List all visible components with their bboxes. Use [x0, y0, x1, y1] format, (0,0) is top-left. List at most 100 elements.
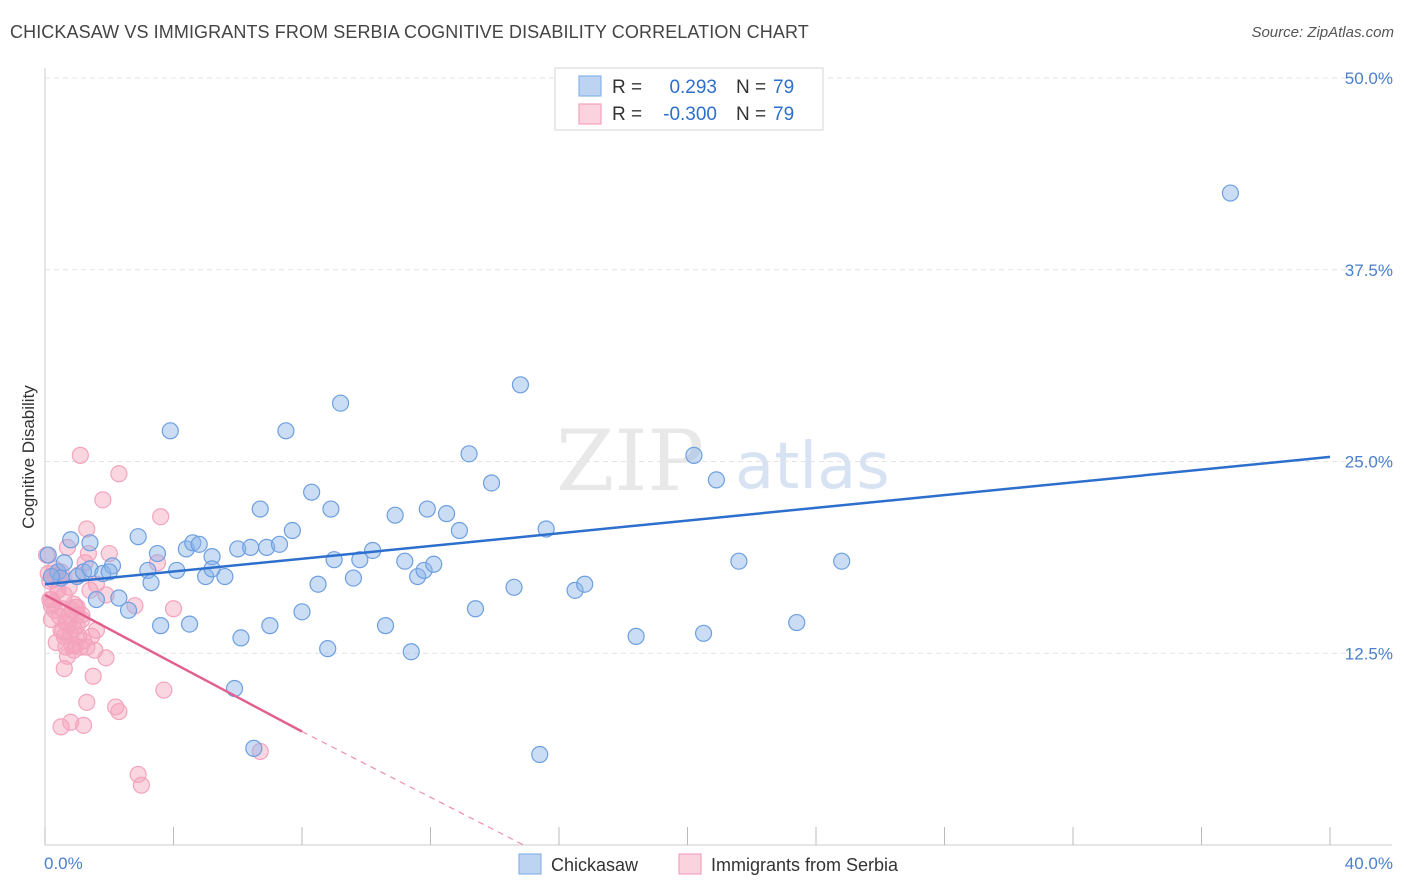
- chickasaw-point: [229, 540, 247, 558]
- chickasaw-point: [303, 483, 321, 501]
- chickasaw-point: [322, 500, 340, 518]
- serbia-point: [66, 636, 85, 655]
- chickasaw-point: [319, 640, 337, 658]
- chickasaw-point: [293, 603, 311, 621]
- chickasaw-point: [415, 561, 433, 580]
- legend-swatch-serbia: [578, 103, 602, 125]
- y-tick-label: 37.5%: [1345, 261, 1393, 280]
- chickasaw-trend-line: [44, 455, 1331, 586]
- bottom-legend-swatch-serbia: [678, 853, 702, 875]
- serbia-point: [94, 491, 112, 509]
- serbia-trend-line: [44, 593, 303, 733]
- x-tick-min: 0.0%: [44, 854, 83, 873]
- serbia-point: [110, 702, 128, 721]
- chickasaw-point: [685, 446, 703, 464]
- chickasaw-point: [129, 528, 147, 546]
- bottom-legend-swatch-chickasaw: [518, 853, 542, 875]
- serbia-point: [62, 713, 80, 731]
- chickasaw-point: [707, 471, 726, 489]
- chickasaw-point: [505, 578, 523, 596]
- chickasaw-point: [251, 500, 269, 518]
- chickasaw-point: [277, 422, 295, 440]
- legend-n-value-2: 79: [773, 104, 794, 125]
- chickasaw-point: [466, 600, 485, 618]
- chickasaw-point: [425, 555, 443, 573]
- chickasaw-point: [344, 569, 362, 587]
- chickasaw-point: [418, 500, 436, 518]
- chickasaw-point: [331, 394, 350, 412]
- chickasaw-point: [376, 617, 395, 635]
- legend-swatch-chickasaw: [578, 75, 602, 97]
- legend-r-value-2: -0.300: [663, 104, 717, 125]
- chickasaw-point: [531, 745, 549, 764]
- grid-lines: [45, 77, 1392, 654]
- chickasaw-point: [482, 474, 501, 492]
- source-label: Source: ZipAtlas.com: [1251, 24, 1394, 41]
- serbia-point: [97, 649, 115, 667]
- chickasaw-point: [730, 552, 748, 570]
- chickasaw-point: [627, 627, 645, 645]
- bottom-legend-label-chickasaw: Chickasaw: [551, 855, 639, 875]
- chickasaw-point: [180, 615, 199, 633]
- chickasaw-point: [258, 538, 276, 557]
- serbia-point: [110, 465, 128, 483]
- y-tick-label: 12.5%: [1345, 644, 1393, 663]
- serbia-point: [152, 508, 170, 526]
- y-axis-ticks: 12.5% 25.0% 37.5% 50.0%: [1345, 69, 1393, 663]
- serbia-point: [54, 623, 72, 641]
- chickasaw-point: [100, 563, 118, 581]
- chickasaw-point: [270, 535, 289, 553]
- chickasaw-point: [1221, 184, 1240, 202]
- legend-n-label-2: N =: [736, 104, 766, 125]
- chickasaw-point: [437, 505, 456, 523]
- serbia-point: [97, 586, 115, 604]
- legend-box: R = 0.293 N = 79 R = -0.300 N = 79: [554, 67, 824, 131]
- watermark-atlas: atlas: [735, 430, 890, 504]
- serbia-point: [78, 693, 96, 711]
- serbia-point: [164, 600, 183, 618]
- chickasaw-point: [788, 613, 806, 632]
- serbia-point: [155, 681, 173, 699]
- chickasaw-point: [216, 567, 234, 586]
- chickasaw-point: [81, 560, 99, 578]
- x-tick-max: 40.0%: [1345, 854, 1393, 873]
- serbia-trend-extension: [301, 730, 524, 846]
- chickasaw-point: [694, 624, 713, 642]
- chickasaw-point: [39, 546, 57, 564]
- chickasaw-point: [283, 521, 301, 540]
- chickasaw-point: [62, 531, 80, 549]
- serbia-point: [52, 718, 70, 736]
- chickasaw-point: [232, 629, 250, 647]
- bottom-legend: Chickasaw Immigrants from Serbia: [518, 853, 899, 875]
- chickasaw-point: [351, 551, 369, 569]
- legend-r-label-1: R =: [612, 77, 642, 98]
- serbia-point: [74, 716, 93, 734]
- serbia-point: [78, 520, 96, 538]
- chickasaw-point: [190, 535, 208, 553]
- chickasaw-point: [576, 575, 594, 593]
- legend-r-value-1: 0.293: [669, 77, 717, 98]
- chickasaw-point: [245, 739, 263, 757]
- serbia-point: [42, 610, 61, 629]
- chickasaw-point: [110, 589, 128, 607]
- serbia-point: [107, 698, 125, 716]
- serbia-point: [132, 776, 150, 794]
- y-tick-label: 50.0%: [1345, 69, 1393, 88]
- chickasaw-point: [161, 422, 179, 440]
- chickasaw-point: [242, 538, 260, 557]
- serbia-point: [84, 667, 102, 685]
- chickasaw-point: [184, 534, 202, 552]
- bottom-legend-label-serbia: Immigrants from Serbia: [711, 855, 899, 875]
- serbia-point: [71, 446, 89, 464]
- trend-lines: [44, 455, 1331, 846]
- chickasaw-point: [87, 590, 106, 609]
- x-axis-ticks: [44, 827, 1331, 845]
- chickasaw-point: [81, 534, 99, 552]
- serbia-point: [129, 765, 147, 784]
- chickasaw-point: [309, 575, 327, 593]
- chickasaw-point: [119, 601, 138, 619]
- chickasaw-point: [409, 567, 427, 586]
- chickasaw-point: [511, 376, 530, 394]
- chart-title: CHICKASAW VS IMMIGRANTS FROM SERBIA COGN…: [10, 22, 809, 42]
